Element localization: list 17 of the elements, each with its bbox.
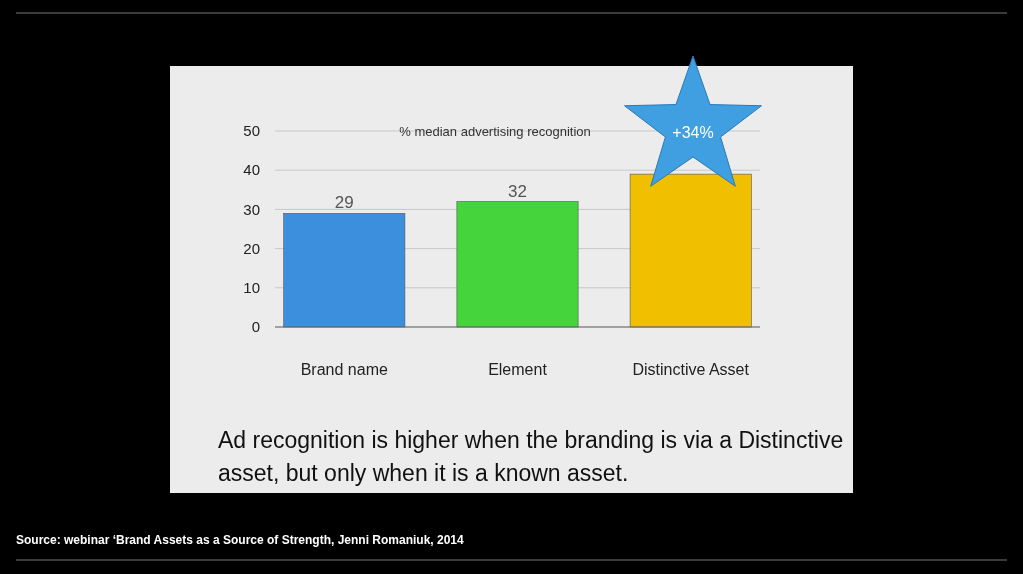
y-tick-label: 50 bbox=[243, 122, 260, 140]
x-tick-label: Distinctive Asset bbox=[632, 361, 750, 378]
data-label: 32 bbox=[508, 181, 527, 201]
bar bbox=[456, 201, 579, 328]
y-tick-label: 30 bbox=[243, 200, 260, 218]
text: Ad recognition is higher when the branding is via a Distinctive asset, but only when it is a known asset. bbox=[218, 427, 844, 486]
x-tick-label: Brand name bbox=[300, 361, 388, 378]
y-tick-label: 20 bbox=[243, 239, 260, 257]
y-tick-label: 40 bbox=[243, 161, 260, 179]
bar bbox=[283, 213, 406, 328]
chart-title: % median advertising recognition bbox=[399, 123, 591, 139]
y-tick-label: 10 bbox=[243, 279, 260, 297]
x-tick-label: Element bbox=[488, 361, 548, 378]
source-note: Source: webinar ‘Brand Assets as a Source of Strength, Jenni Romaniuk, 2014 bbox=[16, 533, 465, 547]
annotation: +34% bbox=[672, 124, 714, 141]
data-label: 29 bbox=[334, 193, 354, 213]
y-tick-label: 0 bbox=[251, 318, 260, 336]
